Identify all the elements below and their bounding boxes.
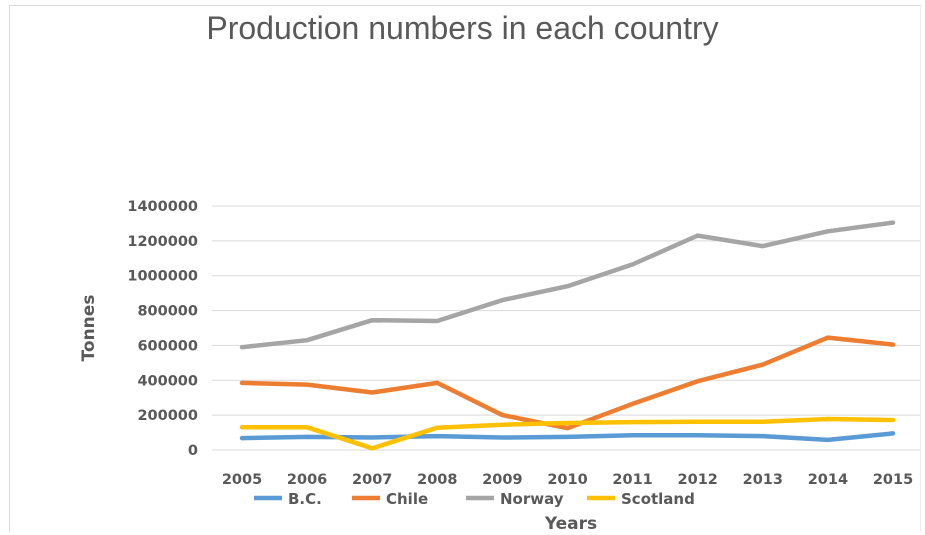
x-tick-label: 2007 [352, 472, 392, 488]
y-tick-label: 600000 [137, 338, 198, 354]
x-tick-label: 2006 [287, 472, 327, 488]
y-tick-label: 800000 [137, 304, 198, 320]
x-tick-label: 2013 [743, 472, 783, 488]
x-tick-label: 2009 [482, 472, 522, 488]
x-tick-label: 2005 [222, 472, 262, 488]
y-tick-label: 1000000 [127, 269, 198, 285]
y-tick-label: 200000 [137, 408, 198, 424]
chart-area [9, 5, 921, 532]
x-tick-label: 2008 [417, 472, 457, 488]
series-line-scotland [239, 416, 896, 451]
chart-title: Production numbers in each country [206, 10, 719, 46]
x-tick-label: 2010 [547, 472, 587, 488]
x-tick-label: 2011 [612, 472, 652, 488]
y-axis-ticks: 0 200000 400000 600000 800000 1000000 1200000 1… [127, 199, 198, 459]
y-tick-label: 1400000 [127, 199, 198, 215]
x-axis-ticks: 2005 2006 2007 2008 2009 2010 2011 2012 2013 2014… [222, 472, 913, 488]
series-lines [239, 220, 896, 451]
x-tick-label: 2012 [678, 472, 718, 488]
x-tick-label: 2015 [873, 472, 913, 488]
y-tick-label: 0 [188, 443, 198, 459]
legend-label: Chile [386, 490, 428, 508]
series-line-chile [239, 335, 896, 431]
x-tick-label: 2014 [808, 472, 848, 488]
y-tick-label: 400000 [137, 373, 198, 389]
y-axis-title: Tonnes [79, 295, 99, 362]
x-axis-title: Years [544, 514, 597, 534]
legend-label: B.C. [288, 490, 322, 508]
legend-label: Scotland [621, 490, 695, 508]
legend-label: Norway [500, 490, 564, 508]
y-tick-label: 1200000 [127, 234, 198, 250]
gridlines [212, 205, 920, 451]
legend: B.C. Chile Norway Scotland [254, 490, 695, 508]
